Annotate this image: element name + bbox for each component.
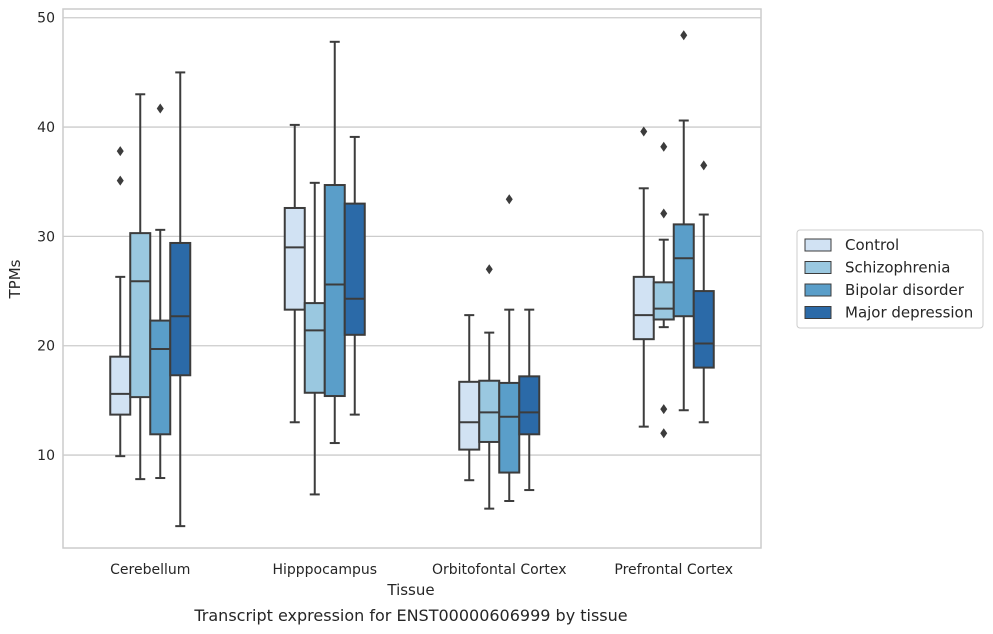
box-iqr bbox=[632, 275, 655, 341]
outlier-point bbox=[485, 264, 493, 275]
legend-label: Bipolar disorder bbox=[845, 281, 965, 299]
outlier-point bbox=[700, 160, 708, 171]
box-iqr bbox=[478, 379, 501, 443]
box-iqr bbox=[518, 375, 541, 436]
box-iqr bbox=[652, 281, 675, 321]
box-iqr bbox=[343, 202, 366, 336]
x-tick-label: Prefrontal Cortex bbox=[614, 562, 733, 578]
y-tick-label: 20 bbox=[37, 339, 55, 355]
box-2-1 bbox=[478, 264, 501, 510]
outlier-point bbox=[660, 428, 668, 439]
box-0-2 bbox=[149, 103, 172, 480]
x-tick-label: Cerebellum bbox=[110, 562, 190, 578]
box-3-2 bbox=[672, 30, 695, 412]
legend-swatch bbox=[804, 261, 832, 274]
y-axis-label: TPMs bbox=[6, 259, 24, 299]
box-1-3 bbox=[343, 135, 366, 416]
outlier-point bbox=[660, 404, 668, 415]
box-iqr bbox=[109, 355, 132, 416]
legend-label: Major depression bbox=[845, 304, 973, 322]
y-tick-label: 10 bbox=[37, 448, 55, 464]
legend-swatch bbox=[804, 283, 832, 297]
y-tick-label: 30 bbox=[37, 229, 55, 245]
box-2-2 bbox=[498, 194, 521, 502]
box-iqr bbox=[498, 381, 521, 474]
legend: Control Schizophrenia Bipolar disorder Majo… bbox=[796, 229, 984, 329]
box-3-0 bbox=[632, 126, 655, 428]
outlier-point bbox=[680, 30, 688, 41]
box-iqr bbox=[323, 184, 346, 398]
box-3-3 bbox=[692, 160, 715, 424]
y-tick-labels: 10 20 30 40 50 bbox=[37, 11, 55, 464]
box-iqr bbox=[303, 302, 326, 394]
legend-label: Schizophrenia bbox=[845, 259, 950, 277]
box-iqr bbox=[149, 319, 172, 436]
box-1-1 bbox=[303, 181, 326, 496]
chart-caption: Transcript expression for ENST0000060699… bbox=[193, 606, 627, 625]
x-tick-label: Orbitofontal Cortex bbox=[432, 562, 567, 578]
outlier-point bbox=[660, 208, 668, 219]
box-iqr bbox=[692, 290, 715, 369]
outlier-point bbox=[505, 194, 513, 205]
box-0-1 bbox=[129, 93, 152, 481]
outlier-point bbox=[116, 146, 124, 157]
box-iqr bbox=[169, 241, 192, 377]
legend-label: Control bbox=[845, 236, 899, 254]
legend-swatch bbox=[804, 238, 832, 252]
outlier-point bbox=[116, 175, 124, 186]
box-iqr bbox=[672, 223, 695, 318]
y-tick-label: 40 bbox=[37, 120, 55, 136]
box-2-0 bbox=[458, 314, 481, 482]
outlier-point bbox=[156, 103, 164, 114]
box-0-3 bbox=[169, 71, 192, 528]
legend-frame bbox=[796, 229, 984, 329]
box-1-2 bbox=[323, 40, 346, 445]
plot-frame bbox=[62, 8, 762, 549]
outlier-point bbox=[660, 141, 668, 152]
box-3-1 bbox=[652, 141, 675, 439]
y-tick-label: 50 bbox=[37, 11, 55, 27]
box-2-3 bbox=[518, 308, 541, 492]
legend-swatch bbox=[804, 306, 832, 319]
x-axis-label: Tissue bbox=[386, 581, 434, 599]
box-iqr bbox=[129, 232, 152, 399]
x-tick-label: Hipppocampus bbox=[272, 562, 377, 578]
box-0-0 bbox=[109, 146, 132, 458]
box-iqr bbox=[283, 206, 306, 311]
x-tick-labels: Cerebellum Hipppocampus Orbitofontal Corte… bbox=[110, 562, 733, 578]
box-1-0 bbox=[283, 123, 306, 424]
boxes-layer bbox=[109, 30, 715, 528]
outlier-point bbox=[640, 126, 648, 137]
box-iqr bbox=[458, 380, 481, 451]
